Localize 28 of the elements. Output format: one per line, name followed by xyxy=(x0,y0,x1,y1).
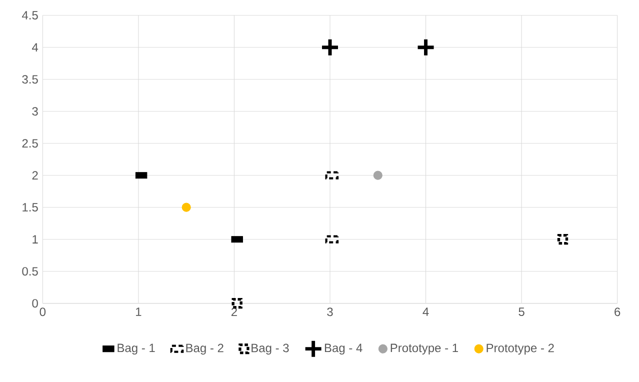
point xyxy=(320,38,340,58)
legend-label: Bag - 3 xyxy=(252,344,289,355)
y-tick-label: 1.5 xyxy=(22,203,38,212)
y-tick-label: 1 xyxy=(32,235,38,244)
legend-label: Bag - 2 xyxy=(186,344,224,355)
y-tick-label: 2 xyxy=(32,171,38,180)
x-tick-label: 1 xyxy=(136,308,142,316)
y-tick-label: 4.5 xyxy=(22,11,38,20)
y-tick-label: 3.5 xyxy=(22,75,38,84)
legend-label: Bag - 1 xyxy=(118,344,155,355)
x-tick-label: 5 xyxy=(518,308,524,316)
point xyxy=(232,298,242,309)
x-tick-label: 3 xyxy=(327,308,333,316)
x-tick-label: 0 xyxy=(40,308,46,316)
y-tick-label: 0 xyxy=(32,299,38,308)
legend-label: Prototype - 2 xyxy=(486,344,554,355)
point xyxy=(557,234,568,245)
legend-label: Bag - 4 xyxy=(324,344,362,355)
point xyxy=(182,202,191,212)
point xyxy=(416,38,436,58)
x-tick-label: 6 xyxy=(614,308,620,316)
legend-label: Prototype - 1 xyxy=(390,344,458,355)
point xyxy=(373,170,382,180)
y-tick-label: 2.5 xyxy=(22,139,38,148)
y-tick-label: 3 xyxy=(32,107,38,116)
y-tick-label: 0.5 xyxy=(22,267,38,276)
x-tick-label: 4 xyxy=(422,308,429,316)
y-tick-label: 4 xyxy=(32,43,38,52)
